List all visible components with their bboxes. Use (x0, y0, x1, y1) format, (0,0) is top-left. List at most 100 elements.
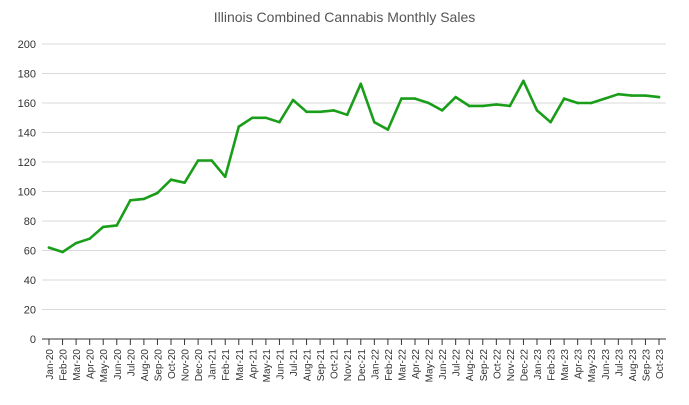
x-tick-label: Jan-21 (208, 349, 219, 380)
data-point (142, 197, 146, 201)
data-point (129, 199, 132, 202)
x-tick-label: May-22 (425, 349, 436, 383)
x-tick-label: Feb-22 (384, 349, 395, 381)
x-tick-label: Aug-23 (628, 349, 639, 382)
data-point (210, 159, 213, 162)
x-tick-label: Apr-22 (411, 349, 422, 379)
y-axis: 0 20 40 60 80 100 120 140 160 180 200 (18, 39, 36, 346)
x-tick-label: Nov-20 (181, 349, 192, 382)
x-tick-label: Oct-22 (492, 349, 503, 379)
x-tick-label: Aug-21 (303, 349, 314, 382)
data-point (400, 97, 403, 100)
data-point (196, 159, 200, 162)
x-tick-label: Sep-21 (316, 349, 327, 382)
series-layer (47, 79, 661, 254)
y-tick-label: 180 (18, 69, 36, 81)
x-tick-label: Dec-20 (194, 349, 205, 382)
data-point (617, 92, 620, 96)
y-tick-label: 200 (18, 39, 36, 51)
x-tick-label: Oct-20 (167, 349, 178, 379)
y-tick-label: 0 (30, 334, 36, 346)
x-tick-label: Mar-20 (72, 349, 83, 381)
x-tick-label: Sep-22 (479, 349, 490, 382)
x-tick-label: Jan-23 (533, 349, 544, 380)
data-point (386, 128, 390, 131)
y-tick-label: 140 (18, 128, 36, 140)
data-point (61, 250, 64, 254)
data-point (522, 79, 525, 83)
x-tick-label: Sep-20 (153, 349, 164, 382)
x-tick-label: Nov-22 (506, 349, 517, 382)
x-tick-label: Nov-21 (343, 349, 354, 382)
x-tick-label: Apr-20 (86, 349, 97, 379)
data-point (223, 175, 227, 179)
data-point (318, 110, 322, 114)
data-point (427, 101, 430, 105)
x-tick-label: Jun-23 (601, 349, 612, 380)
data-point (413, 97, 417, 100)
data-point (264, 116, 268, 120)
x-tick-label: Mar-22 (397, 349, 408, 381)
y-tick-label: 120 (18, 157, 36, 169)
data-point (454, 95, 457, 99)
chart-title: Illinois Combined Cannabis Monthly Sales (214, 9, 475, 25)
data-point (291, 98, 295, 102)
data-point (74, 241, 78, 245)
data-point (101, 225, 105, 229)
data-point (644, 94, 647, 97)
data-point (345, 113, 349, 117)
x-tick-label: Oct-21 (330, 349, 341, 379)
x-tick-label: Jan-22 (370, 349, 381, 380)
data-point (183, 181, 186, 184)
data-point (88, 237, 91, 240)
data-point (156, 191, 159, 195)
data-point (603, 97, 607, 100)
data-point (169, 178, 173, 181)
y-tick-label: 20 (24, 305, 36, 317)
x-tick-label: Jun-21 (275, 349, 286, 380)
data-point (373, 120, 376, 124)
x-tick-label: May-20 (99, 349, 110, 383)
x-tick-label: Jul-23 (614, 349, 625, 377)
data-point (115, 224, 119, 227)
gridlines (42, 43, 666, 310)
x-tick-label: May-21 (262, 349, 273, 383)
x-tick-label: Jun-20 (113, 349, 124, 380)
x-tick-label: Jul-21 (289, 349, 300, 377)
data-point (359, 82, 363, 86)
data-point (508, 104, 512, 108)
x-tick-label: Jun-22 (438, 349, 449, 380)
x-tick-label: May-23 (587, 349, 598, 383)
x-tick-label: Dec-22 (519, 349, 530, 382)
x-tick-label: Dec-21 (357, 349, 368, 382)
data-point (467, 104, 471, 108)
y-tick-label: 80 (24, 216, 36, 228)
data-point (535, 109, 539, 112)
data-point (278, 120, 281, 124)
y-tick-label: 100 (18, 187, 36, 199)
x-tick-label: Jul-22 (452, 349, 463, 377)
data-point (237, 125, 241, 128)
data-point (562, 97, 566, 100)
data-point (549, 120, 552, 124)
data-point (332, 109, 335, 112)
x-axis: Jan-20 Feb-20 Mar-20 Apr-20 May-20 Jun-20 Jul-… (42, 338, 666, 383)
x-tick-label: Mar-23 (560, 349, 571, 381)
data-point (657, 95, 661, 99)
x-tick-label: Apr-21 (248, 349, 259, 379)
data-point (576, 101, 579, 105)
x-tick-label: Aug-22 (465, 349, 476, 382)
x-tick-label: Feb-20 (59, 349, 70, 381)
data-point (251, 116, 254, 120)
x-tick-label: Feb-23 (547, 349, 558, 381)
x-tick-label: Feb-21 (221, 349, 232, 381)
data-point (440, 109, 444, 112)
data-point (495, 103, 498, 106)
y-tick-label: 60 (24, 246, 36, 258)
data-point (630, 94, 634, 97)
data-point (481, 104, 485, 108)
y-tick-label: 40 (24, 275, 36, 287)
x-tick-label: Jan-20 (45, 349, 56, 380)
